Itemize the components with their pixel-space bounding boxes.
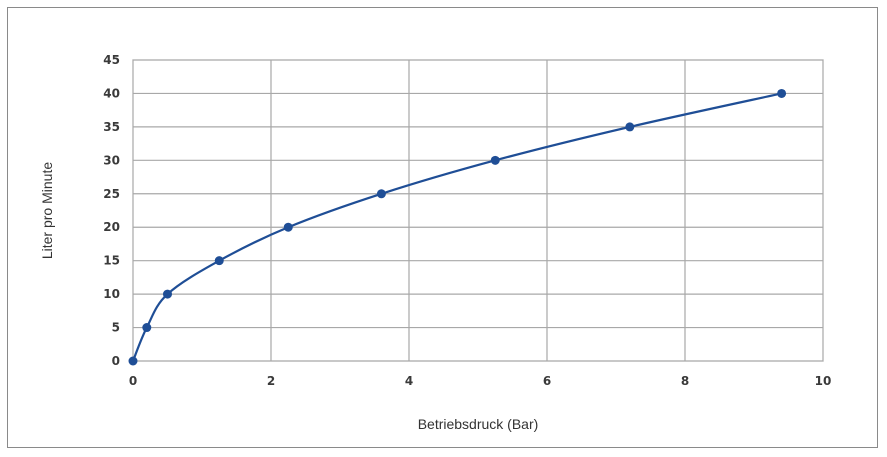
data-point (214, 256, 224, 266)
x-axis-tick-labels: 0 2 4 6 8 10 (129, 374, 832, 388)
x-tick-label: 10 (815, 374, 832, 388)
data-point (142, 323, 152, 333)
data-series (128, 88, 787, 366)
data-point (490, 155, 500, 165)
x-tick-label: 6 (543, 374, 551, 388)
data-point (283, 222, 293, 232)
y-axis-title: Liter pro Minute (39, 162, 55, 259)
y-tick-label: 45 (103, 53, 120, 67)
x-tick-label: 4 (405, 374, 413, 388)
y-tick-label: 15 (103, 254, 120, 268)
x-tick-label: 8 (681, 374, 689, 388)
y-tick-label: 20 (103, 220, 120, 234)
plot-area (132, 59, 824, 362)
y-tick-label: 35 (103, 120, 120, 134)
grid-lines (132, 59, 824, 362)
data-point (777, 88, 787, 98)
x-tick-label: 0 (129, 374, 137, 388)
data-point (163, 289, 172, 299)
y-tick-label: 0 (112, 354, 120, 368)
data-point (376, 189, 386, 199)
x-tick-label: 2 (267, 374, 275, 388)
data-point (625, 122, 635, 132)
y-tick-label: 30 (103, 153, 120, 167)
y-axis-tick-labels: 0 5 10 15 20 25 30 35 40 45 (103, 53, 120, 368)
y-tick-label: 25 (103, 187, 120, 201)
y-tick-label: 10 (103, 287, 120, 301)
y-tick-label: 5 (112, 321, 120, 335)
x-axis-title: Betriebsdruck (Bar) (418, 416, 539, 432)
data-point (128, 356, 138, 366)
y-tick-label: 40 (103, 86, 120, 100)
